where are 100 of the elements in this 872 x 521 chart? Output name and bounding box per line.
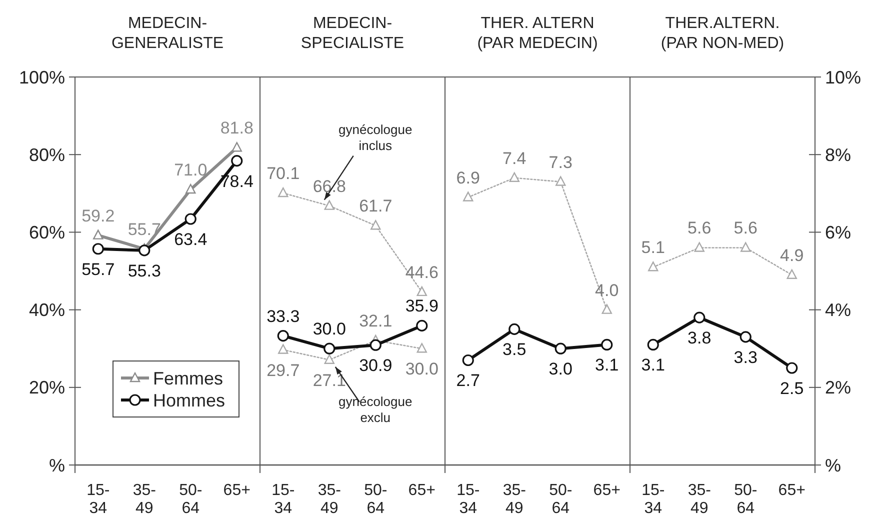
x-tick-label: 15-34: [86, 482, 110, 517]
point: [416, 343, 427, 353]
x-tick-label: 35-49: [132, 482, 156, 517]
data-label: 44.6: [405, 262, 438, 282]
x-tick-label: 15-34: [642, 482, 665, 517]
point: [93, 230, 104, 240]
y-tick-label: 2%: [825, 378, 852, 398]
data-label: 6.9: [456, 168, 480, 188]
x-tick-label: 50-64: [549, 482, 572, 517]
point: [509, 172, 520, 182]
data-label: 30.0: [405, 360, 438, 379]
chart-title: THER.ALTERN. (PAR NON-MED): [660, 15, 784, 52]
data-label: 3.1: [641, 356, 665, 375]
point: [324, 342, 336, 354]
point: [138, 244, 150, 256]
point: [370, 220, 381, 230]
y-tick-label: 8%: [825, 144, 852, 165]
x-tick-label: 35-49: [688, 482, 711, 517]
point: [277, 330, 289, 342]
y-tick-label: 80%: [28, 144, 65, 165]
data-label: 81.8: [220, 118, 254, 138]
x-tick-label: 15-34: [272, 482, 295, 517]
x-tick-label: 65+: [778, 482, 806, 499]
y-tick-label: 10%: [825, 67, 862, 88]
point: [463, 192, 474, 202]
data-label: 30.0: [312, 320, 346, 339]
data-label: 7.3: [548, 152, 572, 172]
annotation: gynécologue inclus: [338, 122, 412, 153]
x-tick-label: 50-64: [734, 482, 758, 517]
point: [740, 242, 751, 252]
point: [694, 312, 706, 324]
x-tick-label: 65+: [223, 482, 250, 499]
chart-title: THER. ALTERN (PAR MEDECIN): [477, 15, 598, 52]
point: [186, 184, 196, 194]
y-tick-label: 6%: [825, 222, 852, 242]
chart-title: MEDECIN- GENERALISTE: [111, 15, 224, 52]
point: [694, 242, 704, 252]
data-label: 61.7: [359, 196, 392, 216]
data-label: 78.4: [220, 172, 254, 191]
x-tick-label: 65+: [408, 482, 436, 499]
point: [602, 304, 612, 314]
data-label: 5.1: [641, 238, 665, 258]
data-label: 5.6: [688, 218, 712, 238]
point: [601, 338, 613, 351]
data-label: 55.3: [128, 261, 161, 280]
x-tick-label: 35-49: [318, 482, 341, 517]
point: [324, 200, 334, 210]
annotation: gynécologue exclu: [338, 394, 412, 425]
point: [554, 342, 566, 354]
data-label: 59.2: [82, 206, 115, 226]
data-label: 32.1: [359, 311, 392, 330]
point: [324, 354, 334, 364]
data-label: 2.7: [456, 371, 480, 390]
data-label: 29.7: [266, 360, 300, 380]
data-label: 71.0: [174, 160, 208, 180]
data-label: 3.1: [595, 356, 619, 375]
y-tick-label: %: [825, 455, 842, 476]
legend-label: Femmes: [153, 368, 224, 388]
point: [556, 176, 566, 186]
data-label: 4.9: [780, 246, 804, 265]
point: [370, 339, 382, 351]
point: [416, 286, 427, 296]
data-label: 30.9: [359, 356, 392, 376]
point: [92, 243, 104, 255]
y-tick-label: %: [48, 455, 65, 476]
data-label: 5.6: [734, 218, 758, 238]
point: [462, 354, 474, 366]
x-tick-label: 50-64: [179, 482, 202, 517]
data-label: 7.4: [502, 148, 526, 168]
chart-title: MEDECIN- SPECIALISTE: [300, 15, 404, 52]
point: [648, 262, 658, 272]
x-tick-label: 50-64: [364, 482, 388, 517]
data-label: 4.0: [595, 280, 619, 300]
data-label: 3.5: [502, 340, 526, 360]
point: [278, 344, 288, 354]
data-label: 33.3: [266, 306, 300, 326]
point: [278, 187, 288, 198]
data-label: 3.3: [734, 348, 758, 367]
data-label: 55.7: [82, 260, 115, 279]
point: [184, 213, 196, 225]
legend-label: Hommes: [153, 390, 226, 410]
y-tick-label: 60%: [28, 222, 65, 242]
point: [416, 320, 428, 332]
x-tick-label: 15-34: [456, 482, 480, 517]
data-label: 70.1: [266, 164, 300, 184]
x-tick-label: 65+: [593, 482, 620, 499]
data-label: 63.4: [174, 230, 208, 250]
x-tick-label: 35-49: [502, 482, 526, 517]
data-label: 27.1: [312, 370, 346, 390]
y-tick-label: 20%: [28, 378, 65, 398]
point: [786, 362, 798, 374]
data-label: 2.5: [780, 379, 804, 398]
point: [786, 269, 797, 279]
point: [232, 142, 242, 152]
point: [508, 323, 520, 335]
point: [231, 155, 243, 167]
data-label: 3.0: [548, 360, 572, 379]
y-tick-label: 40%: [28, 300, 65, 320]
y-tick-label: 100%: [18, 67, 65, 88]
point: [740, 331, 752, 343]
